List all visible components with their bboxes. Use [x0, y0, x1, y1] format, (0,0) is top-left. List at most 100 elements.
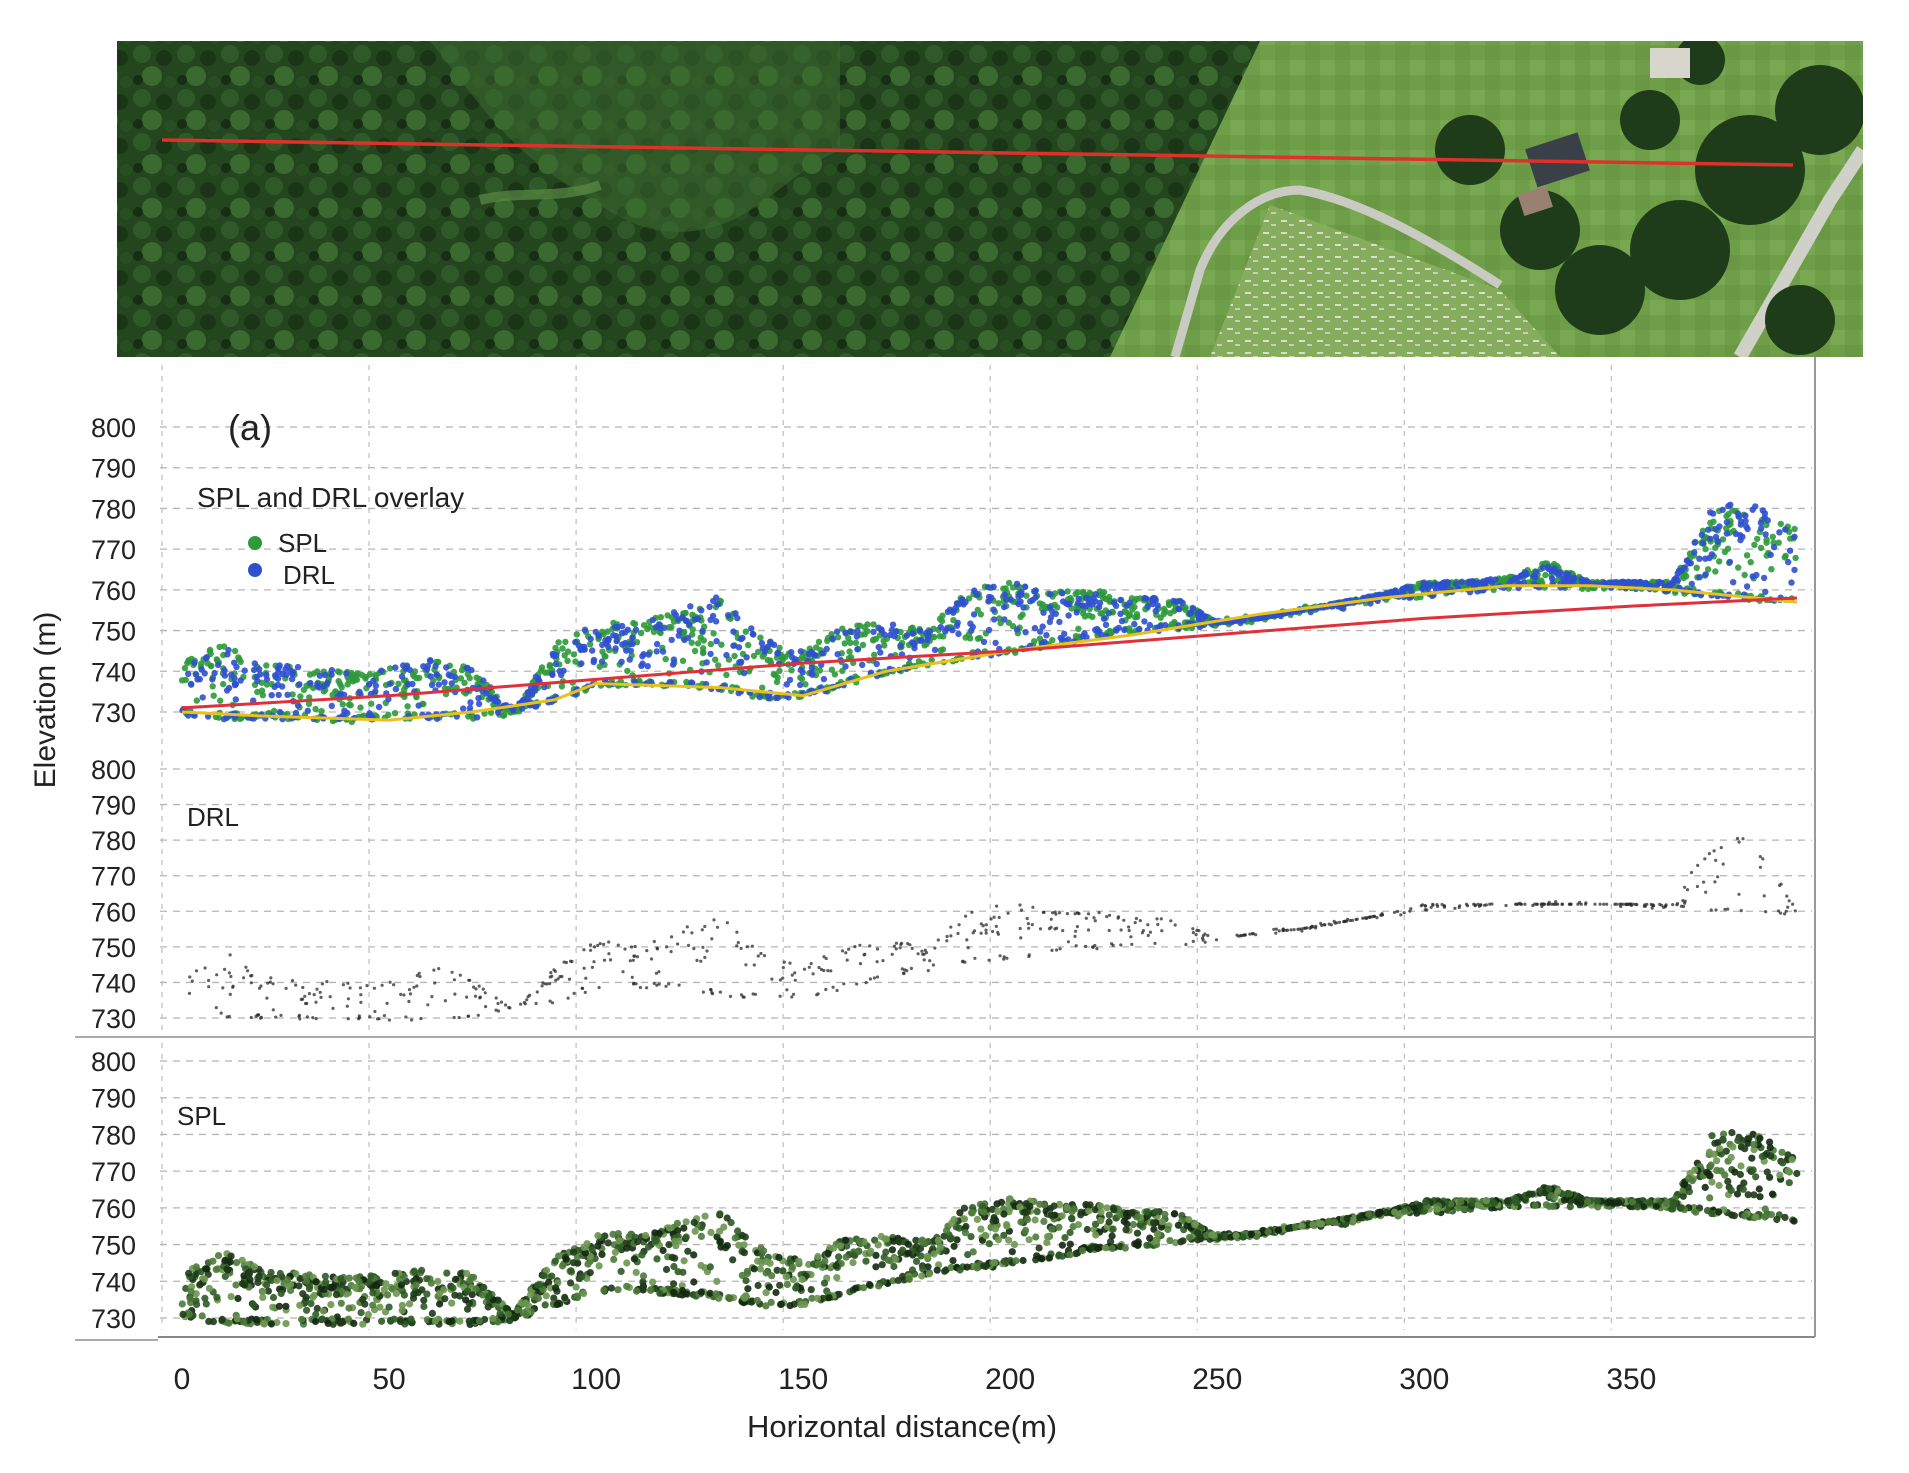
data-point — [967, 1233, 975, 1241]
data-point — [1149, 596, 1156, 603]
data-point — [365, 984, 369, 988]
data-point — [584, 976, 588, 980]
data-point — [1061, 1234, 1069, 1242]
data-point — [1090, 595, 1097, 602]
data-point — [185, 670, 192, 677]
data-point — [684, 634, 692, 641]
data-point — [998, 954, 1002, 958]
data-point — [580, 986, 584, 990]
data-point — [630, 975, 634, 979]
data-point — [582, 948, 586, 952]
data-point — [754, 1281, 762, 1290]
data-point — [375, 703, 383, 711]
data-point — [477, 984, 481, 988]
data-point — [709, 612, 717, 620]
data-point — [1625, 903, 1629, 907]
data-point — [1696, 863, 1700, 868]
data-point — [1047, 927, 1052, 931]
data-point — [644, 1243, 653, 1251]
data-point — [682, 1290, 690, 1298]
data-point — [1761, 857, 1765, 861]
data-point — [182, 676, 189, 684]
data-point — [255, 1272, 263, 1280]
data-point — [697, 1261, 705, 1270]
data-point — [1681, 899, 1685, 903]
data-point — [1637, 579, 1644, 586]
data-point — [688, 639, 695, 646]
data-point — [1058, 1241, 1066, 1249]
data-point — [1148, 930, 1152, 934]
data-point — [735, 930, 739, 934]
data-point — [788, 667, 795, 674]
data-point — [263, 662, 270, 669]
data-point — [1701, 1183, 1709, 1191]
data-point — [297, 693, 304, 700]
data-point — [888, 1246, 897, 1254]
data-point — [1776, 1171, 1784, 1179]
data-point — [1019, 1256, 1027, 1265]
data-point — [1117, 596, 1124, 604]
data-point — [699, 959, 703, 963]
data-point — [1345, 919, 1349, 923]
data-point — [255, 666, 263, 673]
data-point — [275, 691, 282, 699]
data-point — [730, 642, 737, 649]
data-point — [348, 986, 352, 990]
data-point — [1075, 595, 1082, 602]
data-point — [985, 598, 992, 605]
data-point — [977, 611, 984, 618]
data-point — [437, 967, 441, 971]
data-point — [1737, 1143, 1745, 1151]
data-point — [1030, 923, 1034, 927]
data-point — [808, 664, 816, 671]
data-point — [201, 1275, 209, 1283]
data-point — [670, 935, 674, 939]
data-point — [1052, 610, 1060, 617]
data-point — [792, 992, 796, 996]
data-point — [1578, 576, 1585, 583]
data-point — [480, 677, 487, 684]
data-point — [1734, 510, 1742, 517]
data-point — [296, 1274, 304, 1283]
data-point — [312, 1310, 320, 1318]
data-point — [802, 967, 807, 971]
data-point — [1427, 582, 1435, 589]
data-point — [283, 1282, 292, 1290]
data-point — [931, 963, 936, 967]
data-point — [785, 988, 789, 992]
data-point — [1552, 902, 1556, 906]
data-point — [1723, 525, 1730, 532]
data-point — [1473, 904, 1477, 908]
data-point — [627, 640, 634, 647]
data-point — [623, 1244, 631, 1252]
data-point — [1631, 902, 1635, 906]
data-point — [819, 967, 824, 972]
data-point — [328, 667, 335, 674]
data-point — [623, 947, 627, 951]
data-point — [1046, 604, 1054, 611]
data-point — [1150, 1225, 1158, 1233]
data-point — [677, 983, 681, 987]
data-point — [214, 1006, 218, 1010]
data-point — [214, 1252, 223, 1260]
data-point — [687, 603, 694, 610]
data-point — [1721, 862, 1725, 866]
data-point — [1787, 899, 1791, 903]
data-point — [1018, 926, 1022, 931]
data-point — [1762, 894, 1766, 898]
data-point — [645, 986, 649, 990]
data-point — [550, 1294, 558, 1302]
data-point — [1063, 1203, 1071, 1211]
data-point — [705, 949, 709, 953]
data-point — [1129, 1220, 1137, 1229]
data-point — [1625, 580, 1632, 587]
data-point — [600, 631, 607, 638]
data-point — [703, 955, 707, 960]
data-point — [949, 1257, 957, 1265]
data-point — [798, 675, 806, 683]
data-point — [1557, 569, 1564, 576]
data-point — [682, 1233, 690, 1241]
data-point — [984, 928, 988, 932]
data-point — [1788, 1156, 1796, 1164]
data-point — [312, 993, 316, 997]
